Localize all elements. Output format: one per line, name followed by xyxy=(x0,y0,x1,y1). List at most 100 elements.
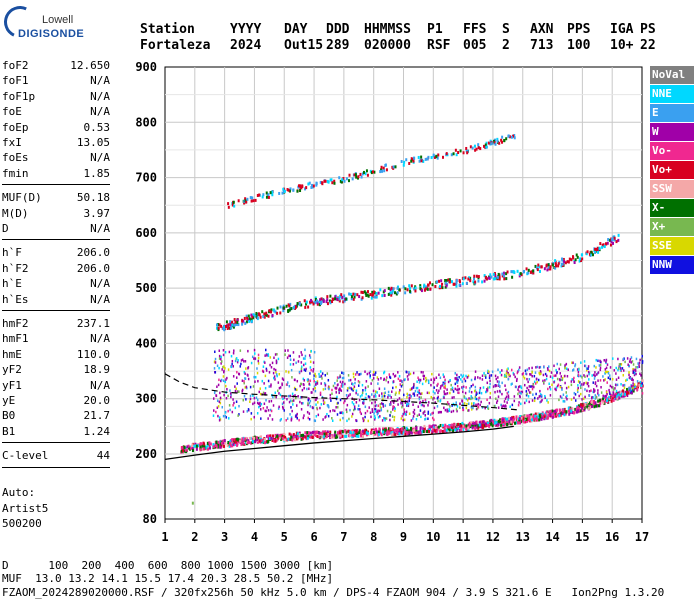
echo-point xyxy=(358,295,361,299)
param-value: 206.0 xyxy=(76,261,110,275)
echo-point xyxy=(274,439,277,443)
echo-point xyxy=(469,279,472,283)
spread-echo-point xyxy=(284,349,286,352)
echo-point xyxy=(467,426,470,430)
echo-point xyxy=(349,430,352,434)
spread-echo-point xyxy=(348,379,350,382)
echo-point xyxy=(241,437,244,441)
spread-echo-point xyxy=(289,354,291,358)
spread-echo-point xyxy=(567,368,570,371)
spread-echo-point xyxy=(247,366,250,369)
spread-echo-point xyxy=(289,358,292,361)
echo-point xyxy=(439,284,442,288)
spread-echo-point xyxy=(619,365,621,368)
header-label: DDD xyxy=(326,22,350,37)
y-tick-label: 400 xyxy=(135,336,157,350)
spread-echo-point xyxy=(249,400,251,403)
echo-point xyxy=(599,242,602,246)
echo-point xyxy=(411,427,414,431)
spread-echo-point xyxy=(268,371,271,374)
spread-echo-point xyxy=(567,385,570,389)
spread-echo-point xyxy=(311,406,314,409)
echo-point xyxy=(546,268,549,272)
echo-point xyxy=(413,287,416,291)
spread-echo-point xyxy=(551,376,554,380)
spread-echo-point xyxy=(528,400,530,404)
echo-point xyxy=(256,440,259,444)
spread-echo-point xyxy=(395,385,397,389)
spread-echo-point xyxy=(250,412,253,415)
echo-point xyxy=(353,433,356,437)
spread-echo-point xyxy=(305,367,307,371)
spread-echo-point xyxy=(641,361,644,365)
spread-echo-point xyxy=(309,405,312,408)
spread-echo-point xyxy=(295,396,297,400)
spread-echo-point xyxy=(498,383,500,386)
echo-point xyxy=(196,444,199,448)
echo-point xyxy=(578,408,581,412)
echo-point xyxy=(503,423,506,427)
spread-echo-point xyxy=(404,378,406,381)
echo-point xyxy=(358,431,361,435)
param-label: D xyxy=(2,222,9,235)
spread-echo-point xyxy=(602,394,604,398)
echo-point xyxy=(300,303,303,307)
echo-point xyxy=(563,260,566,264)
spread-echo-point xyxy=(600,391,603,394)
echo-point xyxy=(314,433,317,437)
echo-point xyxy=(202,447,205,451)
spread-echo-point xyxy=(298,418,300,422)
echo-point xyxy=(570,409,573,413)
spread-echo-point xyxy=(408,412,411,415)
echo-point xyxy=(308,181,311,185)
echo-point xyxy=(387,427,390,431)
spread-echo-point xyxy=(360,372,362,376)
spread-echo-point xyxy=(265,409,267,413)
spread-echo-point xyxy=(316,380,319,383)
echo-point xyxy=(617,391,620,395)
spread-echo-point xyxy=(470,396,473,399)
echo-point xyxy=(245,436,248,440)
spread-echo-point xyxy=(631,391,633,395)
spread-echo-point xyxy=(480,400,482,404)
spread-echo-point xyxy=(426,391,429,395)
echo-point xyxy=(581,406,584,410)
spread-echo-point xyxy=(565,362,568,366)
spread-echo-point xyxy=(409,396,412,399)
spread-echo-point xyxy=(603,359,605,362)
spread-echo-point xyxy=(432,397,434,400)
true-height-profile xyxy=(164,425,514,461)
spread-echo-point xyxy=(331,416,333,420)
echo-point xyxy=(501,420,504,424)
spread-echo-point xyxy=(250,417,252,421)
echo-point xyxy=(267,195,270,199)
spread-echo-point xyxy=(561,396,563,400)
spread-echo-point xyxy=(390,396,393,399)
spread-echo-point xyxy=(617,357,619,361)
echo-point xyxy=(602,401,605,405)
echo-point xyxy=(382,430,385,434)
echo-point xyxy=(306,436,309,440)
spread-echo-point xyxy=(247,377,250,381)
spread-echo-point xyxy=(314,419,317,423)
echo-point xyxy=(326,298,329,302)
echo-point xyxy=(438,279,441,283)
echo-point xyxy=(474,148,477,152)
spread-echo-point xyxy=(385,376,388,379)
echo-point xyxy=(260,438,263,442)
spread-echo-point xyxy=(230,354,233,358)
spread-echo-point xyxy=(389,414,391,417)
echo-point xyxy=(370,296,373,300)
echo-point xyxy=(282,304,285,308)
spread-echo-point xyxy=(342,416,344,420)
spread-echo-point xyxy=(276,374,278,378)
echo-point xyxy=(307,182,310,186)
spread-echo-point xyxy=(550,371,553,374)
spread-echo-point xyxy=(479,386,482,390)
spread-echo-point xyxy=(418,391,420,395)
echo-point xyxy=(377,291,380,295)
spread-echo-point xyxy=(636,380,639,383)
auto-line: Auto: xyxy=(2,486,36,499)
spread-echo-point xyxy=(558,367,560,371)
